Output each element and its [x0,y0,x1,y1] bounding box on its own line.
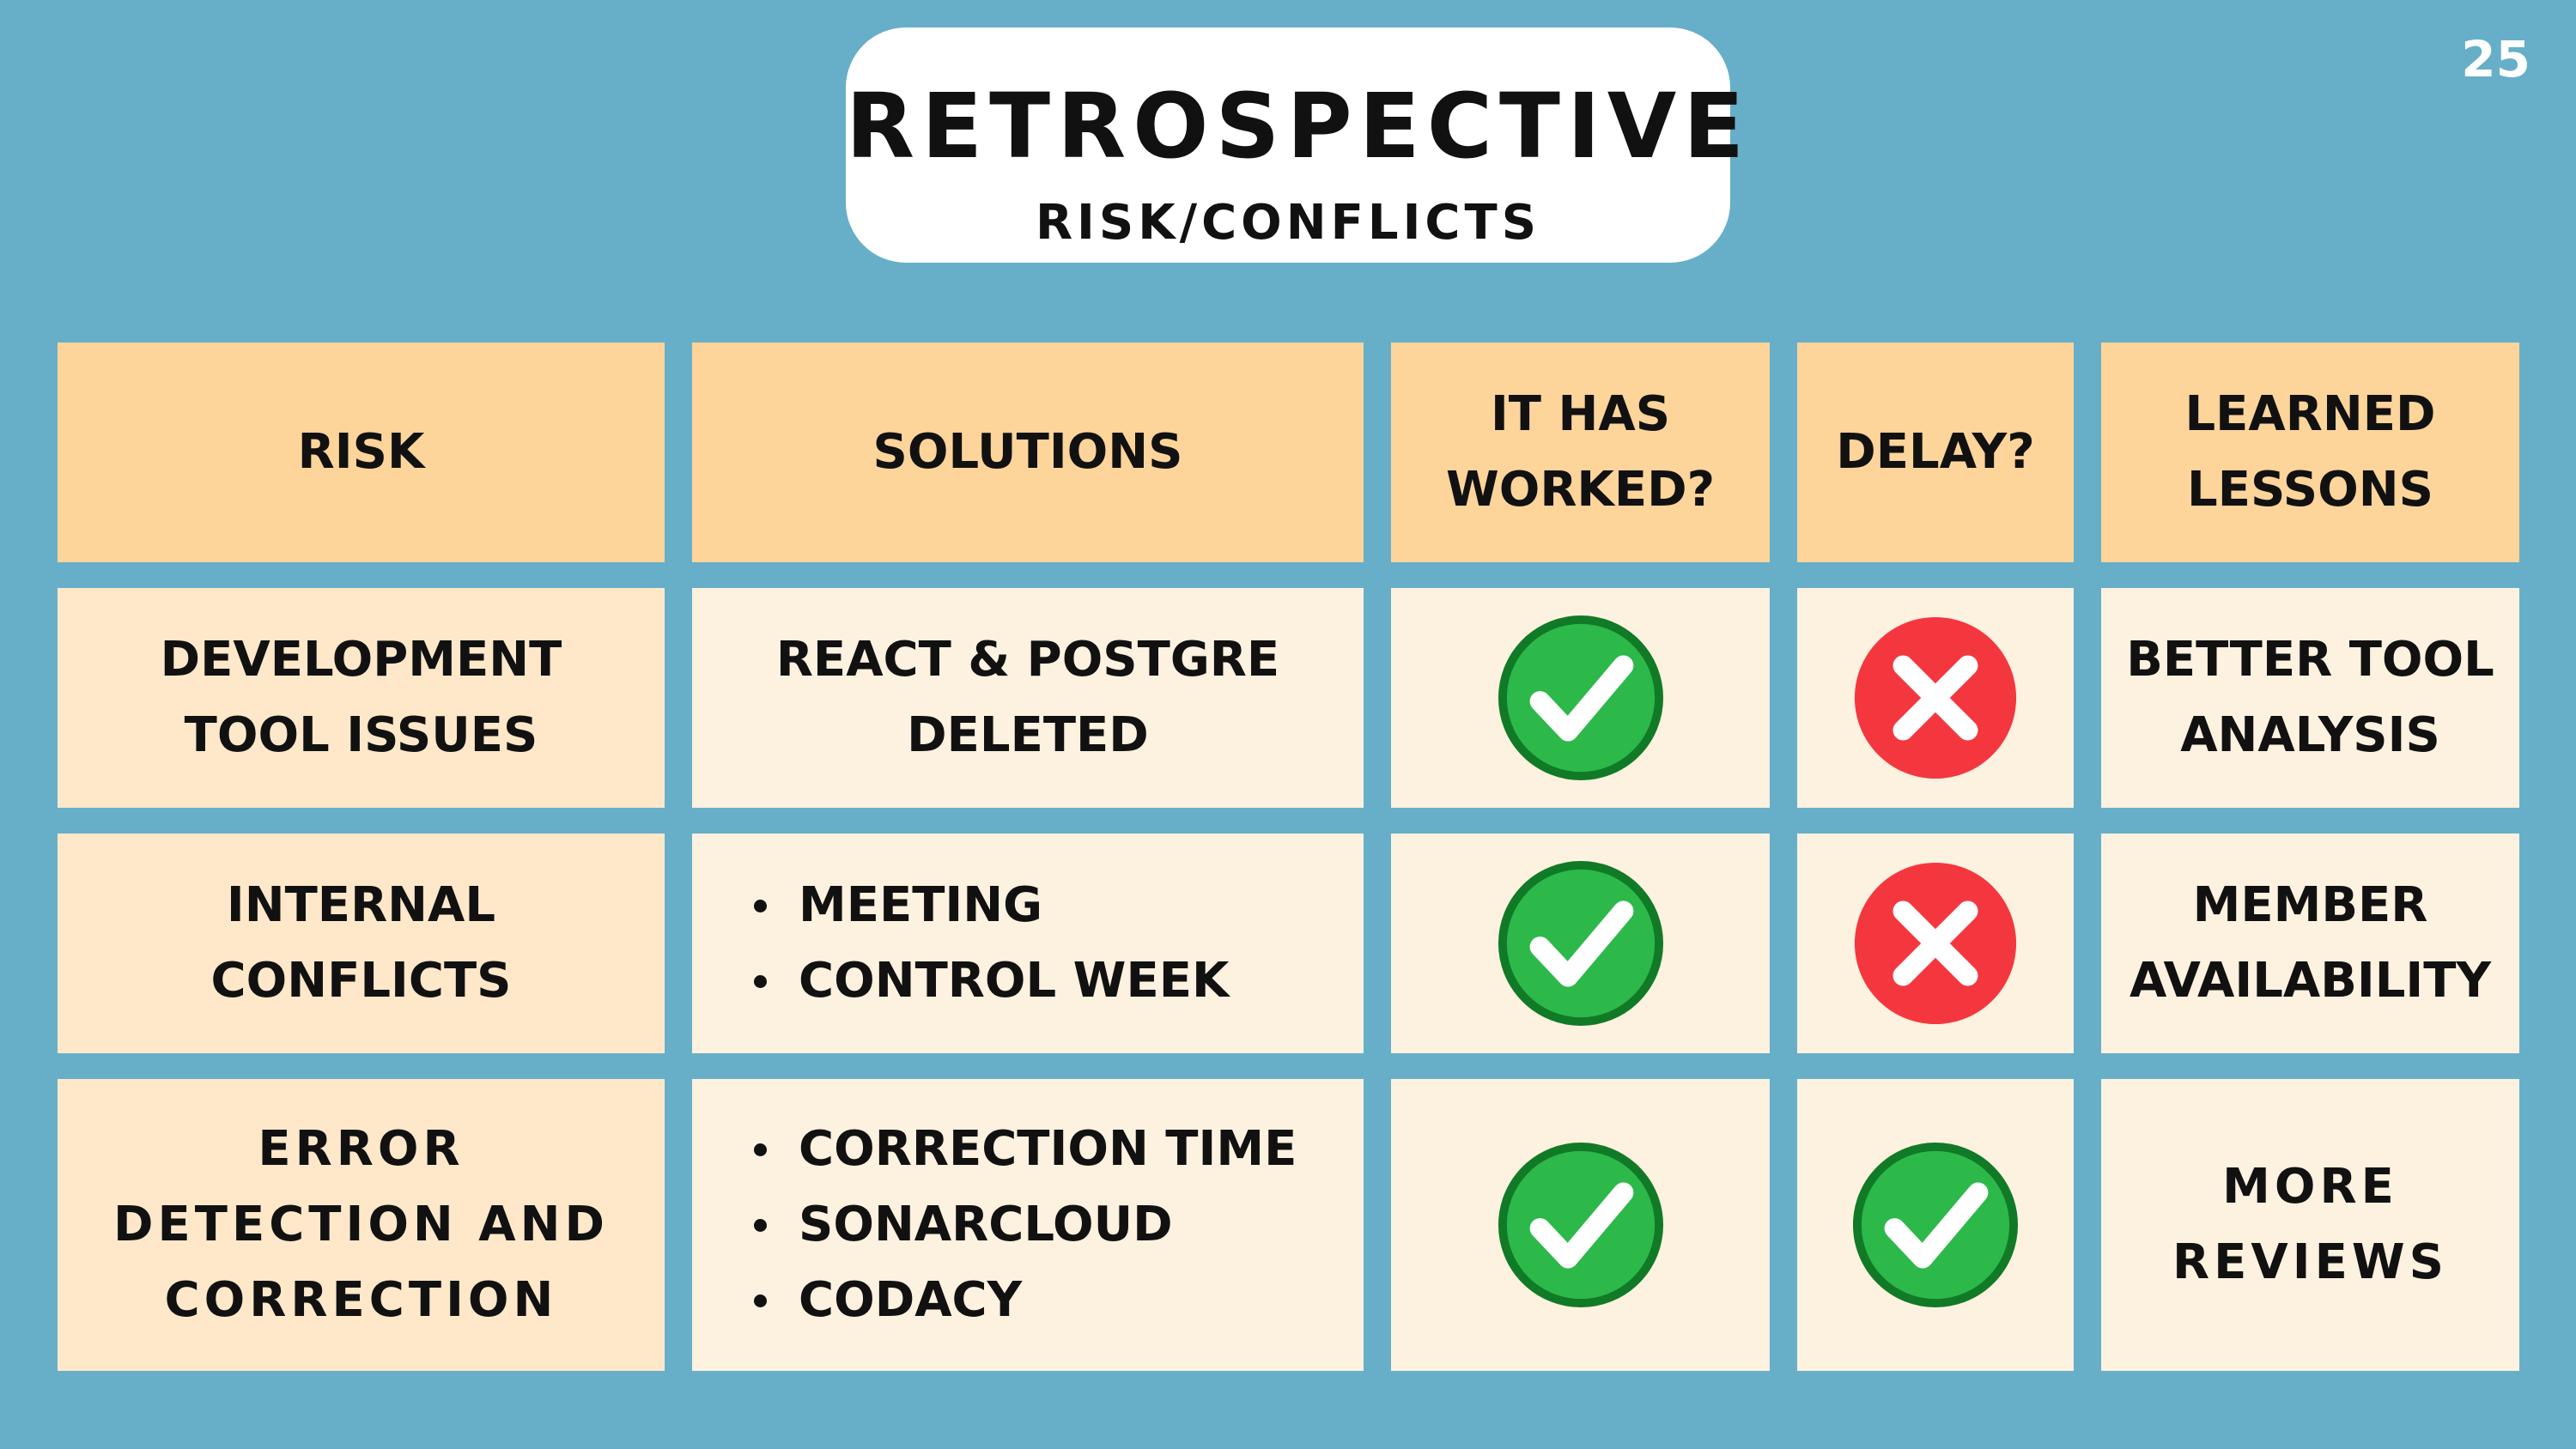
solution-list-item: CORRECTION TIME [754,1112,1297,1187]
risk-cell: DEVELOPMENT TOOL ISSUES [58,588,665,808]
delay-cell [1797,588,2074,808]
slide-title: RETROSPECTIVE [846,74,1752,179]
bullet-icon [754,1143,767,1156]
header-risk: RISK [58,343,665,562]
risk-text-line: CONFLICTS [210,953,512,1009]
risk-cell: ERROR DETECTION AND CORRECTION [58,1079,665,1371]
risk-text-line: CORRECTION [164,1272,558,1328]
bullet-icon [754,1294,767,1307]
solution-item-text: MEETING [799,877,1043,933]
lesson-text-line: BETTER TOOL [2126,632,2494,688]
lesson-text-line: ANALYSIS [2180,707,2440,763]
lesson-text-line: AVAILABILITY [2129,953,2492,1009]
solution-item-text: CORRECTION TIME [799,1121,1297,1177]
risk-text-line: INTERNAL [226,877,496,933]
header-learned-lessons: LEARNED LESSONS [2101,343,2519,562]
header-learned-lessons-line: LEARNED [2184,386,2436,442]
solution-list-item: SONARCLOUD [754,1187,1297,1263]
solution-item-text: SONARCLOUD [799,1197,1173,1252]
lesson-text-line: MORE [2222,1159,2398,1215]
solution-list-item: CONTROL WEEK [754,943,1229,1019]
lesson-text-line: MEMBER [2192,877,2428,933]
bullet-icon [754,974,767,988]
lesson-cell: BETTER TOOL ANALYSIS [2101,588,2519,808]
solution-cell: MEETING CONTROL WEEK [692,834,1364,1053]
risk-cell: INTERNAL CONFLICTS [58,834,665,1053]
risk-conflicts-table: RISK SOLUTIONS IT HAS WORKED? DELAY? LEA… [58,343,2519,1371]
solution-list: CORRECTION TIME SONARCLOUD CODACY [754,1112,1297,1338]
delay-cell [1797,834,2074,1053]
header-delay: DELAY? [1797,343,2074,562]
red-x-icon [1854,862,2017,1025]
risk-text-line: DETECTION AND [113,1197,609,1252]
bullet-icon [754,1218,767,1232]
header-learned-lessons-line: LESSONS [2187,462,2433,518]
solution-item-text: CODACY [799,1272,1023,1328]
worked-cell [1391,588,1770,808]
header-it-has-worked-line: WORKED? [1445,462,1716,518]
title-card: RETROSPECTIVE RISK/CONFLICTS [846,27,1752,263]
solution-cell: CORRECTION TIME SONARCLOUD CODACY [692,1079,1364,1371]
red-x-icon [1854,616,2017,779]
bullet-icon [754,899,767,912]
delay-cell [1797,1079,2074,1371]
page-number: 25 [2461,30,2530,88]
solution-list: MEETING CONTROL WEEK [754,868,1229,1019]
lesson-cell: MORE REVIEWS [2101,1079,2519,1371]
header-risk-label: RISK [297,424,425,480]
green-check-icon [1498,860,1663,1027]
risk-text-line: ERROR [258,1121,465,1177]
worked-cell [1391,834,1770,1053]
slide-subtitle: RISK/CONFLICTS [1035,195,1541,251]
solution-list-item: MEETING [754,868,1229,943]
header-it-has-worked-line: IT HAS [1490,386,1671,442]
header-delay-label: DELAY? [1836,424,2035,480]
risk-text-line: TOOL ISSUES [184,707,538,763]
solution-text-line: REACT & POSTGRE [775,632,1280,688]
header-solutions-label: SOLUTIONS [872,424,1183,480]
worked-cell [1391,1079,1770,1371]
header-solutions: SOLUTIONS [692,343,1364,562]
solution-list-item: CODACY [754,1263,1297,1338]
green-check-icon [1498,1142,1663,1308]
solution-item-text: CONTROL WEEK [799,953,1230,1009]
risk-text-line: DEVELOPMENT [160,632,562,688]
green-check-icon [1498,615,1663,781]
solution-cell: REACT & POSTGRE DELETED [692,588,1364,808]
lesson-cell: MEMBER AVAILABILITY [2101,834,2519,1053]
solution-text-line: DELETED [907,707,1149,763]
green-check-icon [1852,1142,2019,1308]
header-it-has-worked: IT HAS WORKED? [1391,343,1770,562]
lesson-text-line: REVIEWS [2172,1234,2448,1290]
